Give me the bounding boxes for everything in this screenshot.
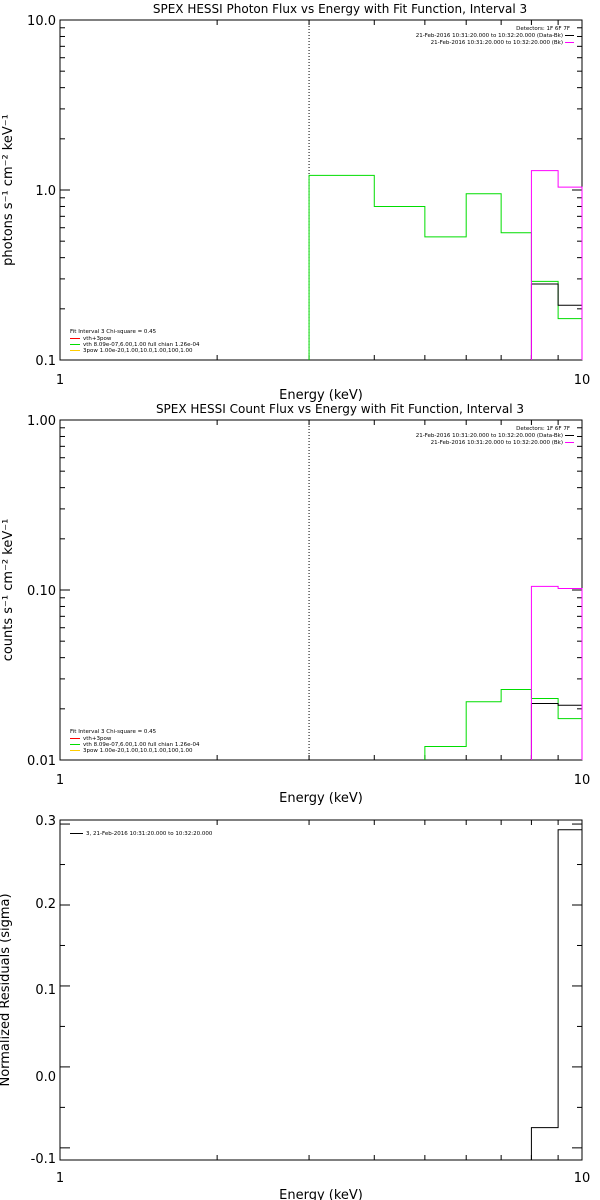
count-series-vth <box>424 688 583 760</box>
count-series-bk <box>530 585 583 760</box>
photon-tick-marks <box>59 19 583 361</box>
residuals-ytick-0: -0.1 <box>31 1152 56 1167</box>
photon-series-bk <box>530 170 583 360</box>
count-legend-vth: vth 8.09e-07,6.00,1.00 full chian 1.26e-… <box>83 742 200 748</box>
photon-xtick-0: 1 <box>56 373 64 388</box>
count-flux-panel: SPEX HESSI Count Flux vs Energy with Fit… <box>1 402 590 806</box>
residuals-ytick-2: 0.1 <box>35 983 56 998</box>
count-histograms <box>308 420 583 760</box>
photon-xtick-1: 10 <box>574 373 591 388</box>
count-legend-pow: 3pow 1.00e-20,1.00,10.0,1.00,100,1.00 <box>83 748 193 754</box>
photon-legend-data-bk: 21-Feb-2016 10:31:20.000 to 10:32:20.000… <box>416 33 563 39</box>
photon-legend-fit-interval: Fit Interval 3 Chi-square = 0.45 <box>70 329 157 335</box>
photon-histograms <box>308 20 583 360</box>
photon-panel-title: SPEX HESSI Photon Flux vs Energy with Fi… <box>153 2 527 16</box>
count-legend-bk: 21-Feb-2016 10:31:20.000 to 10:32:20.000… <box>431 440 563 446</box>
photon-legend-total: vth+3pow <box>83 336 112 342</box>
photon-legend-right: Detectors: 1F 6F 7F 21-Feb-2016 10:31:20… <box>416 26 574 46</box>
count-ytick-0: 0.01 <box>27 754 56 769</box>
photon-ytick-0: 0.1 <box>35 354 56 369</box>
count-legend-left: Fit Interval 3 Chi-square = 0.45 vth+3po… <box>70 729 200 754</box>
residuals-xtick-1: 10 <box>574 1171 591 1186</box>
residuals-legend-label: 3, 21-Feb-2016 10:31:20.000 to 10:32:20.… <box>86 831 213 837</box>
photon-flux-panel: SPEX HESSI Photon Flux vs Energy with Fi… <box>1 2 590 403</box>
count-xtick-0: 1 <box>56 773 64 788</box>
count-legend-fit-interval: Fit Interval 3 Chi-square = 0.45 <box>70 729 157 735</box>
residuals-xtick-0: 1 <box>56 1171 64 1186</box>
photon-plot-frame <box>59 19 583 361</box>
photon-ytick-1: 1.0 <box>35 184 56 199</box>
count-xtick-1: 10 <box>574 773 591 788</box>
photon-xlabel: Energy (keV) <box>279 388 363 403</box>
residuals-ylabel: Normalized Residuals (sigma) <box>0 893 13 1086</box>
count-tick-marks <box>59 419 583 761</box>
residuals-ytick-1: 0.0 <box>35 1070 56 1085</box>
count-legend-total: vth+3pow <box>83 736 112 742</box>
photon-legend-bk: 21-Feb-2016 10:31:20.000 to 10:32:20.000… <box>431 40 563 46</box>
residuals-series-3-21-feb-2016-10-31-20-0 <box>530 829 582 1160</box>
residuals-xlabel: Energy (keV) <box>279 1188 363 1200</box>
photon-legend-detectors: Detectors: 1F 6F 7F <box>516 26 570 32</box>
count-plot-frame <box>59 419 583 761</box>
photon-ytick-2: 10.0 <box>27 14 56 29</box>
photon-ylabel: photons s⁻¹ cm⁻² keV⁻¹ <box>1 114 16 266</box>
residuals-ytick-3: 0.2 <box>35 897 56 912</box>
residuals-plot-frame <box>59 819 583 1161</box>
residuals-legend: 3, 21-Feb-2016 10:31:20.000 to 10:32:20.… <box>70 831 213 837</box>
residuals-histograms <box>530 829 582 1160</box>
count-panel-title: SPEX HESSI Count Flux vs Energy with Fit… <box>156 402 524 416</box>
photon-series-data-bk <box>530 283 583 360</box>
photon-legend-pow: 3pow 1.00e-20,1.00,10.0,1.00,100,1.00 <box>83 348 193 354</box>
photon-legend-left: Fit Interval 3 Chi-square = 0.45 vth+3po… <box>70 329 200 354</box>
photon-legend-vth: vth 8.09e-07,6.00,1.00 full chian 1.26e-… <box>83 342 200 348</box>
residuals-panel: Normalized Residuals (sigma) Energy (keV… <box>0 814 590 1200</box>
count-legend-data-bk: 21-Feb-2016 10:31:20.000 to 10:32:20.000… <box>416 433 563 439</box>
count-ytick-2: 1.00 <box>27 414 56 429</box>
count-xlabel: Energy (keV) <box>279 791 363 806</box>
count-series-data-bk <box>530 702 583 760</box>
residuals-tick-marks <box>59 820 583 1160</box>
photon-series-vth <box>308 174 583 360</box>
count-ylabel: counts s⁻¹ cm⁻² keV⁻¹ <box>1 519 16 662</box>
residuals-ytick-4: 0.3 <box>35 814 56 829</box>
count-legend-detectors: Detectors: 1F 6F 7F <box>516 426 570 432</box>
count-ytick-1: 0.10 <box>27 584 56 599</box>
count-legend-right: Detectors: 1F 6F 7F 21-Feb-2016 10:31:20… <box>416 426 574 446</box>
